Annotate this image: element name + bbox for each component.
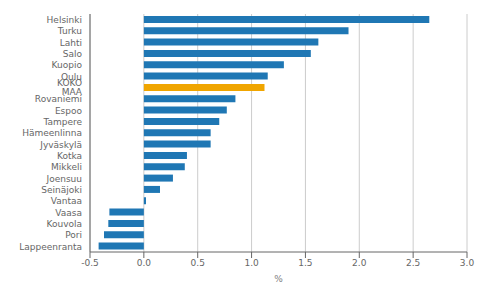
svg-text:Kuopio: Kuopio bbox=[52, 60, 83, 70]
svg-text:Kouvola: Kouvola bbox=[46, 219, 82, 229]
svg-text:3.0: 3.0 bbox=[460, 258, 475, 268]
svg-text:Salo: Salo bbox=[63, 49, 83, 59]
svg-text:Mikkeli: Mikkeli bbox=[51, 162, 82, 172]
svg-text:Hämeenlinna: Hämeenlinna bbox=[22, 128, 82, 138]
svg-text:Jyväskylä: Jyväskylä bbox=[39, 140, 82, 150]
svg-text:Seinäjoki: Seinäjoki bbox=[41, 185, 82, 195]
svg-text:Tampere: Tampere bbox=[42, 117, 82, 127]
svg-text:Helsinki: Helsinki bbox=[47, 15, 82, 25]
svg-text:-0.5: -0.5 bbox=[81, 258, 99, 268]
svg-text:2.5: 2.5 bbox=[406, 258, 420, 268]
svg-text:Joensuu: Joensuu bbox=[46, 174, 83, 184]
svg-text:Lahti: Lahti bbox=[60, 38, 82, 48]
svg-text:Espoo: Espoo bbox=[55, 106, 83, 116]
svg-text:Pori: Pori bbox=[65, 230, 82, 240]
svg-text:Vantaa: Vantaa bbox=[51, 196, 82, 206]
svg-text:2.0: 2.0 bbox=[352, 258, 367, 268]
svg-text:%: % bbox=[274, 274, 283, 284]
svg-text:0.5: 0.5 bbox=[191, 258, 205, 268]
svg-text:Vaasa: Vaasa bbox=[55, 208, 82, 218]
svg-text:1.0: 1.0 bbox=[244, 258, 259, 268]
svg-text:Rovaniemi: Rovaniemi bbox=[35, 94, 82, 104]
svg-text:Turku: Turku bbox=[57, 26, 82, 36]
svg-text:1.5: 1.5 bbox=[298, 258, 312, 268]
svg-text:Lappeenranta: Lappeenranta bbox=[19, 242, 82, 252]
svg-text:Kotka: Kotka bbox=[57, 151, 82, 161]
svg-text:0.0: 0.0 bbox=[137, 258, 152, 268]
